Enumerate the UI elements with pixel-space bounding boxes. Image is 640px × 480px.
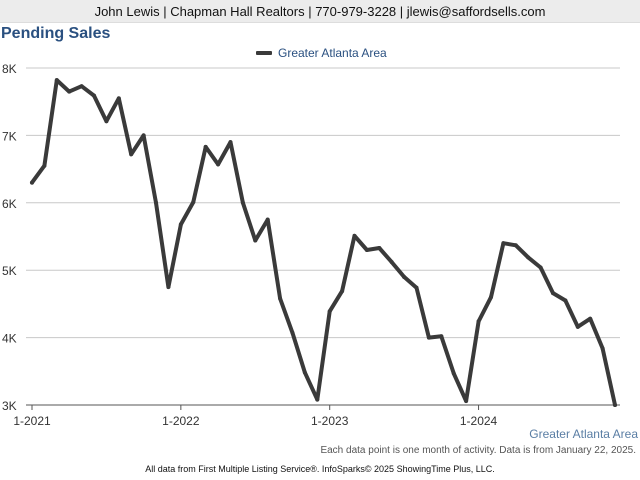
data-point <box>79 84 84 89</box>
y-tick-label: 4K <box>2 332 17 346</box>
chart-title: Pending Sales <box>1 25 111 42</box>
data-point <box>240 200 245 205</box>
data-point <box>278 296 283 301</box>
data-point <box>265 217 270 222</box>
data-point <box>178 222 183 227</box>
contact-header: John Lewis | Chapman Hall Realtors | 770… <box>0 0 640 23</box>
data-point <box>141 133 146 138</box>
data-point <box>426 335 431 340</box>
data-point <box>600 346 605 351</box>
data-point <box>30 180 34 185</box>
data-point <box>550 291 555 296</box>
data-point <box>464 398 469 403</box>
data-point <box>253 238 258 243</box>
data-point <box>575 324 580 329</box>
y-axis: 3K 4K 5K 6K 7K 8K <box>2 62 17 413</box>
data-point <box>116 96 121 101</box>
data-point <box>389 260 394 265</box>
data-point <box>513 243 518 248</box>
data-point <box>216 162 221 167</box>
data-point <box>92 93 97 98</box>
data-note: Each data point is one month of activity… <box>320 445 636 456</box>
data-point <box>129 152 134 157</box>
y-tick-label: 5K <box>2 264 17 278</box>
data-point <box>340 289 345 294</box>
data-point <box>290 330 295 335</box>
y-tick-label: 7K <box>2 129 17 143</box>
data-point <box>526 255 531 260</box>
series-line <box>30 78 617 407</box>
data-point <box>104 119 109 124</box>
data-point <box>439 334 444 339</box>
data-point <box>451 371 456 376</box>
series-layer <box>30 78 617 407</box>
data-point <box>563 298 568 303</box>
y-tick-label: 3K <box>2 399 17 413</box>
y-tick-label: 8K <box>2 62 17 76</box>
x-tick-label: 1-2022 <box>162 414 200 428</box>
data-point <box>364 247 369 252</box>
data-point <box>302 370 307 375</box>
data-point <box>501 241 506 246</box>
legend-swatch <box>256 51 272 55</box>
data-point <box>315 397 320 402</box>
legend-label: Greater Atlanta Area <box>278 46 387 60</box>
x-tick-label: 1-2024 <box>460 414 498 428</box>
region-label: Greater Atlanta Area <box>529 427 638 441</box>
data-point <box>191 200 196 205</box>
y-tick-label: 6K <box>2 197 17 211</box>
data-point <box>377 245 382 250</box>
data-point <box>203 144 208 149</box>
data-point <box>166 285 171 290</box>
data-point <box>414 285 419 290</box>
data-point <box>228 140 233 145</box>
legend: Greater Atlanta Area <box>256 46 387 60</box>
x-tick-label: 1-2023 <box>311 414 349 428</box>
data-point <box>613 403 617 407</box>
data-point <box>538 265 543 270</box>
data-point <box>352 233 357 238</box>
data-point <box>154 200 159 205</box>
data-point <box>488 295 493 300</box>
footer-credit: All data from First Multiple Listing Ser… <box>145 464 495 474</box>
data-point <box>402 274 407 279</box>
grid <box>26 67 620 339</box>
data-point <box>54 78 59 83</box>
data-point <box>327 309 332 314</box>
data-point <box>67 89 72 94</box>
data-point <box>588 316 593 321</box>
contact-text: John Lewis | Chapman Hall Realtors | 770… <box>94 3 546 19</box>
x-axis: 1-2021 1-2022 1-2023 1-2024 <box>13 404 620 428</box>
data-point <box>476 319 481 324</box>
data-point <box>42 163 47 168</box>
x-tick-label: 1-2021 <box>13 414 51 428</box>
